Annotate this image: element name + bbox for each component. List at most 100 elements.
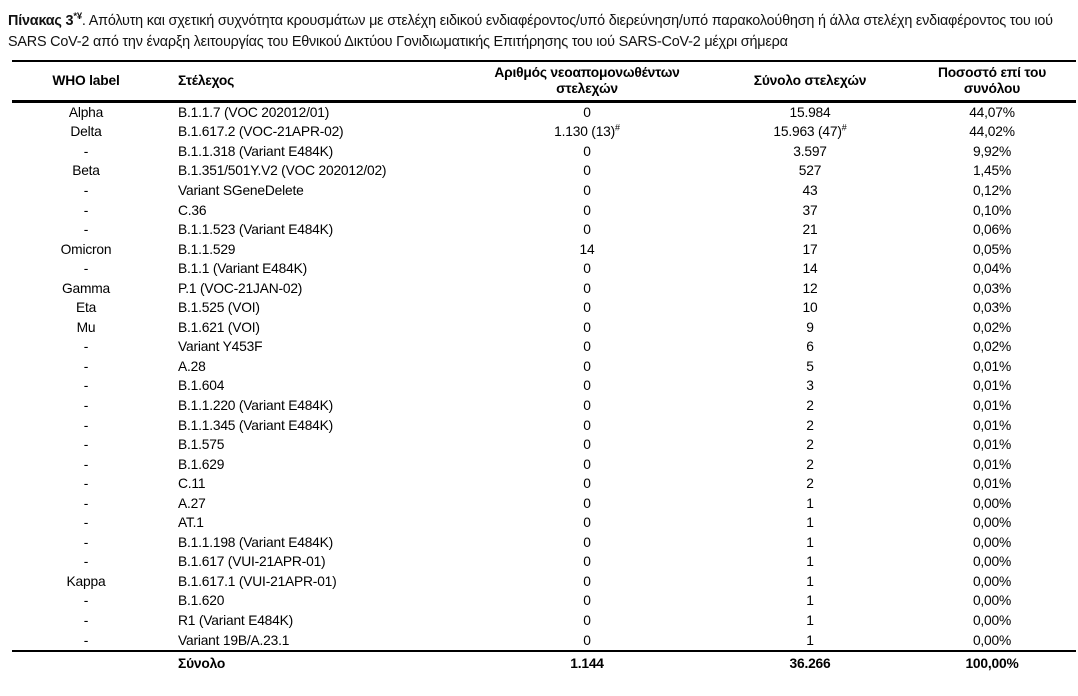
cell-who-label: - [83, 182, 89, 198]
table-row: - B.1.620 0 1 0,00% [12, 591, 1076, 611]
cell-new-isolates: 0 [583, 593, 591, 609]
cell-total-strains: 9 [806, 319, 814, 335]
cell-new-isolates: 14 [579, 241, 595, 257]
cell-strain: AT.1 [178, 515, 204, 531]
cell-percent: 0,00% [972, 593, 1012, 609]
cell-strain: Variant 19B/A.23.1 [178, 632, 290, 648]
cell-percent: 0,02% [972, 319, 1012, 335]
cell-new-isolates: 0 [583, 554, 591, 570]
cell-strain: B.1.620 [178, 593, 225, 609]
table-row: - C.36 0 37 0,10% [12, 201, 1076, 221]
cell-who-label: Gamma [61, 280, 111, 296]
total-cell-total-strains: 36.266 [789, 656, 831, 672]
cell-percent: 0,05% [972, 241, 1012, 257]
cell-percent: 44,07% [969, 104, 1015, 120]
cell-percent: 0,01% [972, 417, 1012, 433]
total-cell-new-isolates: 1.144 [570, 656, 604, 672]
table-row: - B.1.1.318 (Variant E484K) 0 3.597 9,92% [12, 142, 1076, 162]
col-header-new-isolates: Αριθμός νεοαπομονωθέντων στελεχών [494, 64, 680, 96]
cell-new-isolates: 0 [583, 339, 591, 355]
cell-percent: 0,12% [972, 182, 1012, 198]
cell-total-strains: 1 [806, 495, 814, 511]
caption-label: Πίνακας 3*¥ [8, 11, 82, 29]
footnote-marker: # [615, 122, 620, 133]
cell-who-label: - [83, 593, 89, 609]
caption-text: . Απόλυτη και σχετική συχνότητα κρουσμάτ… [8, 12, 1053, 50]
table-row: Omicron B.1.1.529 14 17 0,05% [12, 240, 1076, 260]
cell-percent: 0,01% [972, 358, 1012, 374]
table-row: - B.1.575 0 2 0,01% [12, 435, 1076, 455]
cell-strain: B.1.621 (VOI) [178, 319, 260, 335]
cell-who-label: - [83, 495, 89, 511]
cell-who-label: - [83, 515, 89, 531]
col-header-strain: Στέλεχος [178, 72, 235, 88]
table-row: - R1 (Variant E484K) 0 1 0,00% [12, 611, 1076, 631]
cell-percent: 1,45% [972, 163, 1012, 179]
cell-strain: B.1.629 [178, 456, 225, 472]
cell-new-isolates: 0 [583, 182, 591, 198]
cell-total-strains: 1 [806, 613, 814, 629]
cell-who-label: Mu [76, 319, 96, 335]
cell-strain: C.11 [178, 476, 206, 492]
cell-percent: 0,00% [972, 515, 1012, 531]
cell-strain: R1 (Variant E484K) [178, 613, 294, 629]
cell-strain: B.1.617 (VUI-21APR-01) [178, 554, 326, 570]
cell-strain: A.27 [178, 495, 206, 511]
cell-total-strains: 1 [806, 554, 814, 570]
cell-new-isolates: 0 [583, 358, 591, 374]
cell-strain: Variant Y453F [178, 339, 263, 355]
header-row: WHO label Στέλεχος Αριθμός νεοαπομονωθέν… [12, 60, 1076, 102]
cell-new-isolates: 0 [583, 202, 591, 218]
table-row: Delta B.1.617.2 (VOC-21APR-02) 1.130 (13)#… [12, 122, 1076, 142]
cell-new-isolates: 0 [583, 437, 591, 453]
cell-who-label: - [83, 554, 89, 570]
cell-total-strains: 2 [806, 456, 814, 472]
cell-total-strains: 1 [806, 593, 814, 609]
cell-total-strains: 6 [806, 339, 814, 355]
cell-percent: 0,00% [972, 573, 1012, 589]
cell-new-isolates: 0 [583, 632, 591, 648]
table-body: Alpha B.1.1.7 (VOC 202012/01) 0 15.984 44,07… [12, 101, 1076, 651]
table-row: - B.1.1 (Variant E484K) 0 14 0,04% [12, 259, 1076, 279]
cell-new-isolates: 0 [583, 222, 591, 238]
cell-who-label: Omicron [60, 241, 112, 257]
cell-total-strains: 15.984 [789, 104, 831, 120]
cell-strain: B.1.1.523 (Variant E484K) [178, 222, 334, 238]
cell-new-isolates: 0 [583, 319, 591, 335]
cell-who-label: - [83, 378, 89, 394]
table-row: - A.28 0 5 0,01% [12, 357, 1076, 377]
table-row: Mu B.1.621 (VOI) 0 9 0,02% [12, 318, 1076, 338]
table-row: - AT.1 0 1 0,00% [12, 513, 1076, 533]
cell-new-isolates: 0 [583, 143, 591, 159]
cell-new-isolates: 0 [583, 534, 591, 550]
caption-label-text: Πίνακας 3 [8, 12, 74, 29]
cell-who-label: Kappa [66, 573, 106, 589]
cell-strain: B.1.617.1 (VUI-21APR-01) [178, 573, 337, 589]
cell-strain: B.1.1.198 (Variant E484K) [178, 534, 334, 550]
cell-total-strains: 43 [802, 182, 818, 198]
cell-value: 1.130 (13) [554, 124, 616, 140]
cell-total-strains: 14 [802, 261, 818, 277]
cell-percent: 0,01% [972, 437, 1012, 453]
cell-new-isolates: 1.130 (13)# [462, 122, 712, 142]
cell-percent: 0,03% [972, 300, 1012, 316]
col-header-who-label: WHO label [52, 72, 120, 88]
cell-new-isolates: 0 [583, 573, 591, 589]
cell-total-strains: 3.597 [793, 143, 827, 159]
col-header-percent-of-total: Ποσοστό επί του συνόλου [937, 64, 1047, 96]
cell-strain: B.1.1.318 (Variant E484K) [178, 143, 334, 159]
cell-strain: B.1.351/501Y.V2 (VOC 202012/02) [178, 163, 387, 179]
cell-percent: 0,01% [972, 456, 1012, 472]
cell-who-label: - [83, 358, 89, 374]
cell-strain: B.1.1.345 (Variant E484K) [178, 417, 334, 433]
caption-footnote-marker: *¥ [73, 11, 82, 22]
table-row: - Variant Y453F 0 6 0,02% [12, 337, 1076, 357]
cell-new-isolates: 0 [583, 613, 591, 629]
cell-who-label: - [83, 417, 89, 433]
cell-total-strains: 3 [806, 378, 814, 394]
table-row: Kappa B.1.617.1 (VUI-21APR-01) 0 1 0,00% [12, 572, 1076, 592]
variants-table: WHO label Στέλεχος Αριθμός νεοαπομονωθέν… [12, 60, 1076, 676]
cell-who-label: - [83, 339, 89, 355]
cell-new-isolates: 0 [583, 280, 591, 296]
